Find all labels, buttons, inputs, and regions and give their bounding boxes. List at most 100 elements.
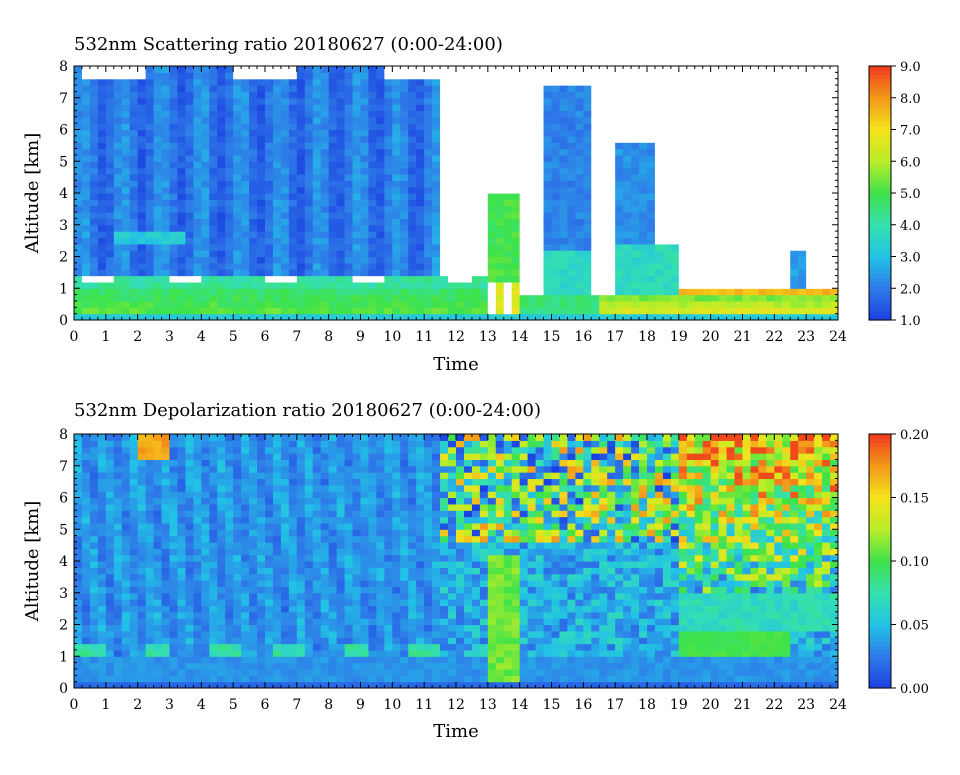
heatmap-cell xyxy=(528,276,537,283)
heatmap-cell xyxy=(798,161,807,168)
heatmap-cell xyxy=(400,282,409,289)
heatmap-cell xyxy=(201,180,210,187)
heatmap-cell xyxy=(193,478,202,485)
heatmap-cell xyxy=(146,174,155,181)
heatmap-cell xyxy=(177,85,186,92)
heatmap-cell xyxy=(90,98,99,105)
heatmap-cell xyxy=(90,72,99,79)
heatmap-cell xyxy=(711,295,720,302)
heatmap-cell xyxy=(273,307,282,314)
heatmap-cell xyxy=(488,130,497,137)
heatmap-cell xyxy=(82,123,91,130)
heatmap-cell xyxy=(122,618,131,625)
heatmap-cell xyxy=(368,104,377,111)
heatmap-cell xyxy=(727,295,736,302)
heatmap-cell xyxy=(488,123,497,130)
heatmap-cell xyxy=(170,504,179,511)
heatmap-cell xyxy=(687,104,696,111)
heatmap-cell xyxy=(536,250,545,257)
heatmap-cell xyxy=(567,269,576,276)
heatmap-cell xyxy=(289,174,298,181)
heatmap-cell xyxy=(552,250,561,257)
heatmap-cell xyxy=(297,288,306,295)
heatmap-cell xyxy=(432,288,441,295)
heatmap-cell xyxy=(591,72,600,79)
heatmap-cell xyxy=(647,66,656,73)
heatmap-cell xyxy=(106,453,115,460)
heatmap-cell xyxy=(575,142,584,149)
heatmap-cell xyxy=(146,580,155,587)
heatmap-cell xyxy=(671,250,680,257)
heatmap-cell xyxy=(440,206,449,213)
heatmap-cell xyxy=(138,206,147,213)
heatmap-cell xyxy=(201,149,210,156)
heatmap-cell xyxy=(289,276,298,283)
heatmap-cell xyxy=(170,644,179,651)
heatmap-cell xyxy=(583,149,592,156)
heatmap-cell xyxy=(130,168,139,175)
heatmap-cell xyxy=(154,174,163,181)
heatmap-cell xyxy=(758,295,767,302)
heatmap-cell xyxy=(631,117,640,124)
heatmap-cell xyxy=(647,250,656,257)
colorbar-swatch xyxy=(869,290,891,295)
heatmap-cell xyxy=(424,307,433,314)
heatmap-cell xyxy=(90,263,99,270)
heatmap-cell xyxy=(82,656,91,663)
heatmap-cell xyxy=(504,250,513,257)
heatmap-cell xyxy=(82,263,91,270)
heatmap-cell xyxy=(750,180,759,187)
heatmap-cell xyxy=(217,269,226,276)
heatmap-cell xyxy=(122,180,131,187)
heatmap-cell xyxy=(623,168,632,175)
heatmap-cell xyxy=(281,288,290,295)
heatmap-cell xyxy=(185,612,194,619)
heatmap-cell xyxy=(82,149,91,156)
heatmap-cell xyxy=(552,91,561,98)
heatmap-cell xyxy=(185,161,194,168)
heatmap-cell xyxy=(743,295,752,302)
heatmap-cell xyxy=(552,199,561,206)
heatmap-cell xyxy=(201,193,210,200)
heatmap-cell xyxy=(583,123,592,130)
heatmap-cell xyxy=(281,79,290,86)
colorbar-swatch xyxy=(869,197,891,202)
heatmap-cell xyxy=(464,136,473,143)
heatmap-cell xyxy=(193,453,202,460)
heatmap-cell xyxy=(345,155,354,162)
heatmap-cell xyxy=(193,542,202,549)
heatmap-cell xyxy=(631,231,640,238)
heatmap-cell xyxy=(687,174,696,181)
heatmap-cell xyxy=(663,282,672,289)
heatmap-cell xyxy=(361,136,370,143)
heatmap-cell xyxy=(575,263,584,270)
heatmap-cell xyxy=(329,91,338,98)
heatmap-cell xyxy=(384,168,393,175)
heatmap-cell xyxy=(782,225,791,232)
heatmap-cell xyxy=(98,586,107,593)
x-tick-label: 13 xyxy=(479,329,497,345)
heatmap-cell xyxy=(774,276,783,283)
heatmap-cell xyxy=(305,79,314,86)
heatmap-cell xyxy=(591,168,600,175)
heatmap-cell xyxy=(98,263,107,270)
heatmap-cell xyxy=(201,561,210,568)
heatmap-cell xyxy=(185,478,194,485)
heatmap-cell xyxy=(313,244,322,251)
heatmap-cell xyxy=(177,434,186,441)
heatmap-cell xyxy=(647,149,656,156)
heatmap-cell xyxy=(146,453,155,460)
heatmap-cell xyxy=(98,244,107,251)
heatmap-cell xyxy=(122,288,131,295)
heatmap-cell xyxy=(114,282,123,289)
heatmap-cell xyxy=(138,136,147,143)
heatmap-cell xyxy=(185,631,194,638)
heatmap-cell xyxy=(671,91,680,98)
x-tick-label: 17 xyxy=(606,329,624,345)
heatmap-cell xyxy=(528,168,537,175)
heatmap-cell xyxy=(321,295,330,302)
heatmap-cell xyxy=(361,130,370,137)
heatmap-cell xyxy=(567,85,576,92)
heatmap-cell xyxy=(376,104,385,111)
heatmap-cell xyxy=(567,142,576,149)
